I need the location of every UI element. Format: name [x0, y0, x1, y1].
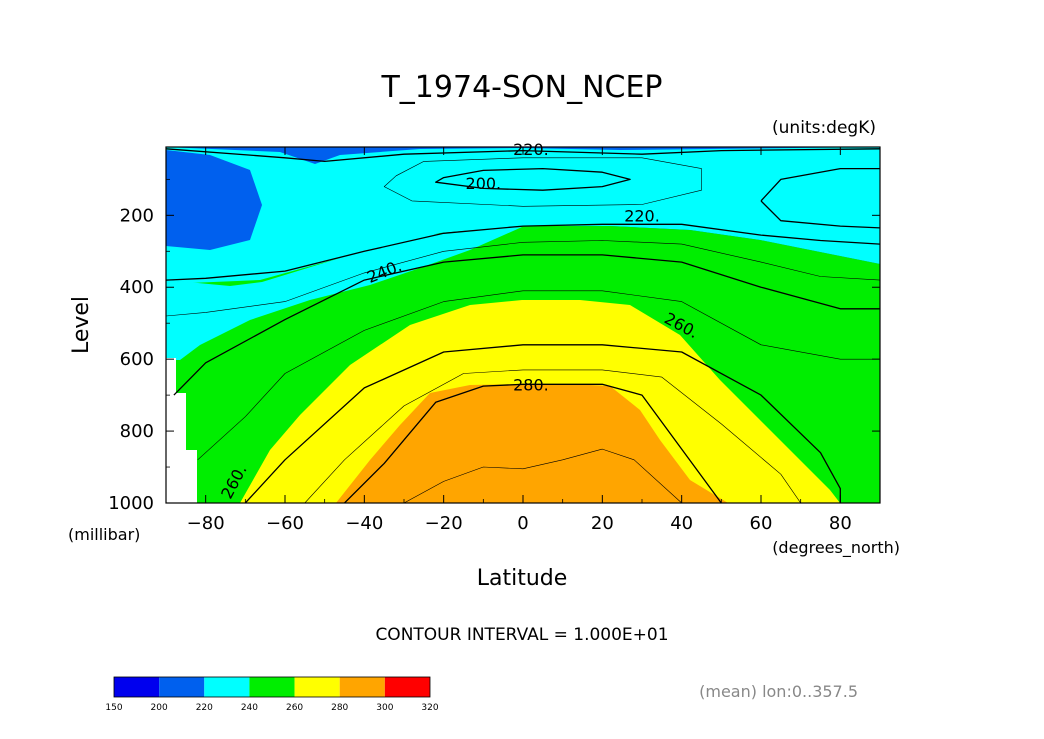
colorbar-swatch-6: [384, 677, 430, 697]
contour-line-220-3: [166, 223, 880, 281]
x-units-label: (degrees_north): [772, 538, 900, 558]
colorbar-label-7: 320: [421, 703, 438, 713]
x-tick-label-0: −80: [187, 513, 225, 534]
contour-lines: [166, 148, 880, 503]
colorbar-swatch-1: [159, 677, 205, 697]
x-tick-label-3: −20: [425, 513, 463, 534]
x-tick-label-5: 20: [591, 513, 614, 534]
colorbar-frame: [113, 676, 431, 698]
y-tick-label-1: 400: [120, 277, 154, 298]
x-tick-label-8: 80: [829, 513, 852, 534]
units-label: (units:degK): [772, 118, 876, 138]
contour-line-220-4: [760, 167, 880, 202]
colorbar-swatch-3: [249, 677, 295, 697]
y-tick-label-0: 200: [120, 205, 154, 226]
colorbar: 150 200 220 240 260 280 300 320: [105, 676, 439, 713]
contour-labels: 220.200.220.240.260.280.260.: [217, 140, 701, 502]
contour-line-220-2: [166, 148, 880, 163]
contour-label-5: 280.: [513, 375, 549, 394]
contour-line-280-11: [344, 383, 722, 503]
contour-line-260-9: [244, 344, 841, 503]
colorbar-label-6: 300: [376, 703, 393, 713]
colorbar-label-0: 150: [105, 703, 122, 713]
y-axis-label: Level: [69, 296, 94, 354]
x-tick-label-7: 60: [750, 513, 773, 534]
band-fill-280-300: [336, 384, 728, 503]
x-tick-label-1: −60: [266, 513, 304, 534]
contour-line-250-8: [197, 290, 880, 461]
x-tick-label-2: −40: [345, 513, 383, 534]
y-tick-label-2: 600: [120, 349, 154, 370]
colorbar-label-2: 220: [196, 703, 213, 713]
band-fill-white-gap: [166, 358, 197, 503]
y-tick-label-4: 1000: [108, 493, 154, 514]
contour-line-200-0: [435, 167, 631, 191]
band-fill-200-220: [166, 150, 262, 250]
contour-interval-text: CONTOUR INTERVAL = 1.000E+01: [375, 625, 668, 645]
colorbar-label-3: 240: [241, 703, 258, 713]
band-fill-220-240-right: [752, 168, 880, 226]
contour-fills: [166, 147, 880, 503]
colorbar-label-1: 200: [151, 703, 168, 713]
contour-label-2: 220.: [624, 206, 660, 225]
colorbar-swatch-4: [294, 677, 340, 697]
colorbar-swatch-5: [339, 677, 385, 697]
contour-line-210-1: [383, 157, 702, 207]
contour-line-240-7: [173, 254, 880, 396]
y-axis: 200 400 600 800 1000: [108, 178, 880, 514]
colorbar-swatch-2: [204, 677, 250, 697]
contour-line-220-5: [760, 200, 880, 229]
contour-label-0: 220.: [513, 140, 549, 159]
colorbar-swatch-0: [114, 677, 160, 697]
contour-line-230-6: [166, 240, 880, 317]
colorbar-label-4: 260: [286, 703, 303, 713]
contour-line-270-10: [304, 369, 801, 503]
band-fill-220-240-left: [166, 227, 522, 360]
y-tick-label-3: 800: [120, 421, 154, 442]
contour-label-1: 200.: [466, 174, 502, 193]
y-units-label: (millibar): [68, 525, 140, 544]
chart-title: T_1974-SON_NCEP: [380, 70, 662, 105]
x-axis-label: Latitude: [477, 566, 568, 591]
x-tick-label-6: 40: [670, 513, 693, 534]
colorbar-label-5: 280: [331, 703, 348, 713]
mean-annotation: (mean) lon:0..357.5: [699, 682, 858, 701]
contour-line-290-12: [403, 448, 682, 503]
x-tick-label-4: 0: [517, 513, 528, 534]
x-axis: −80 −60 −40 −20 0 20 40 60 80: [165, 147, 881, 534]
